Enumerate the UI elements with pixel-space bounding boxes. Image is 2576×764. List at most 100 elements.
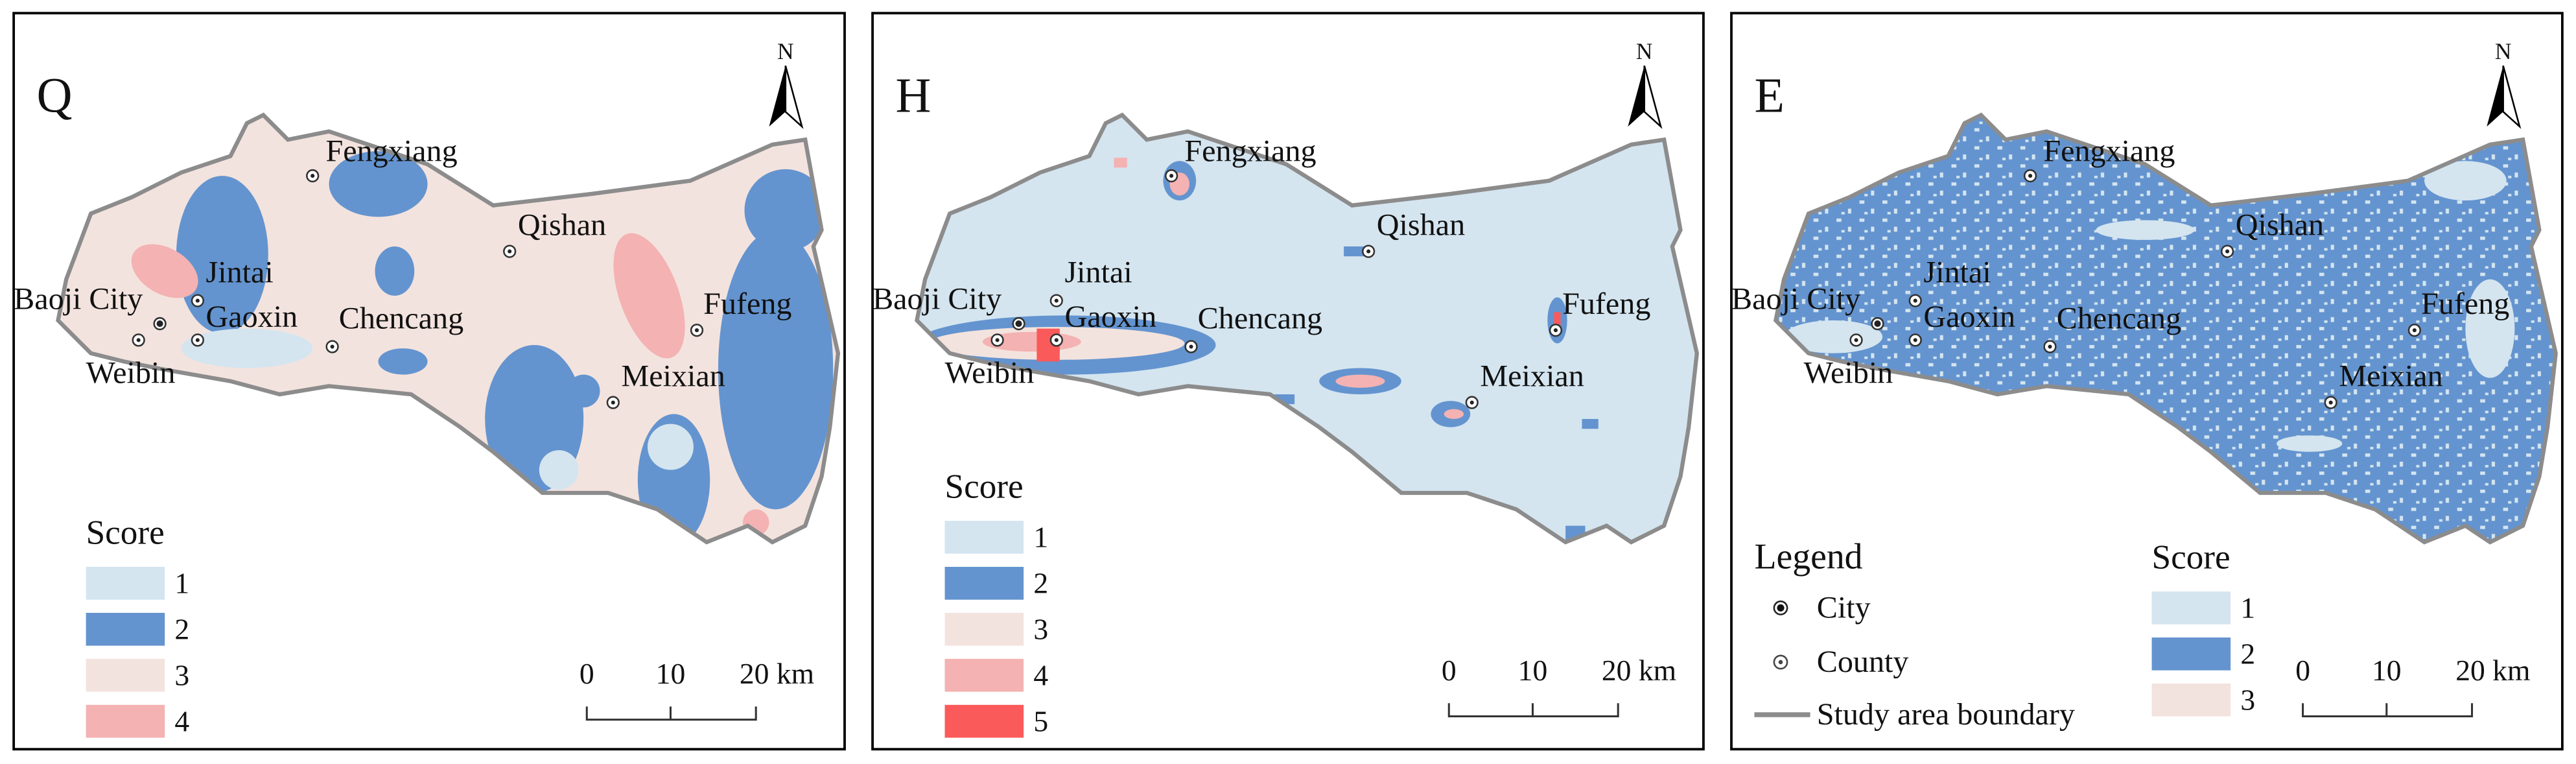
- score-zones: [1775, 115, 2556, 542]
- study-area-boundary: [915, 112, 1700, 545]
- legend-label: County: [1817, 645, 1909, 679]
- score-zone: [1582, 419, 1598, 429]
- score-zone: [613, 233, 685, 359]
- score-zone: [539, 450, 579, 490]
- marker-dot: [310, 174, 315, 178]
- marker-dot: [611, 400, 615, 405]
- legend-swatch: [86, 658, 165, 692]
- panel-letter: E: [1754, 68, 1784, 123]
- scale-label: 0: [1442, 654, 1457, 687]
- score-zone: [131, 244, 198, 298]
- marker-dot: [195, 338, 200, 342]
- study-area-boundary: [1773, 112, 2558, 545]
- score-zone: [1784, 320, 1883, 353]
- marker-dot: [1874, 320, 1881, 328]
- place-label: Fengxiang: [325, 134, 457, 168]
- legend-swatch: [944, 658, 1024, 692]
- legend-label: 1: [2240, 591, 2255, 625]
- score-zone: [567, 374, 600, 408]
- place-label: Chencang: [339, 302, 463, 336]
- place-label: Jintai: [1064, 256, 1132, 290]
- legend-title: Score: [86, 514, 165, 552]
- marker-dot: [195, 298, 200, 303]
- scale-label: 0: [580, 657, 594, 690]
- legend-label: 3: [2240, 683, 2255, 716]
- legend-swatch: [944, 612, 1024, 646]
- score-zone: [375, 246, 415, 296]
- marker-dot: [995, 338, 1000, 342]
- marker-dot: [1054, 338, 1059, 342]
- scale-label: 20 km: [2455, 654, 2530, 687]
- marker-dot: [1469, 400, 1474, 405]
- legend-swatch: [86, 567, 165, 600]
- legend-label: 4: [1033, 658, 1048, 691]
- marker-dot: [2028, 174, 2033, 178]
- place-label: Fufeng: [1562, 287, 1650, 321]
- marker-dot: [156, 320, 163, 328]
- place-label: Baoji City: [1731, 281, 1860, 316]
- score-zone: [2424, 161, 2507, 201]
- legend-swatch: [2151, 683, 2231, 717]
- place-label: Meixian: [1480, 359, 1584, 393]
- legend-title: Legend: [1754, 537, 1862, 577]
- legend-label: 2: [174, 612, 189, 645]
- legend-label: 2: [1033, 567, 1048, 600]
- panel-frame: [1730, 12, 2564, 751]
- score-zone: [1554, 312, 1561, 326]
- panel-letter: H: [896, 68, 931, 123]
- place-label: Chencang: [2057, 302, 2181, 336]
- marker-dot: [1366, 249, 1371, 254]
- north-label: N: [2495, 38, 2512, 64]
- texture: [1775, 115, 2556, 542]
- place-label: Meixian: [621, 359, 725, 393]
- score-zone: [2096, 220, 2195, 240]
- score-zones: [131, 151, 834, 542]
- marker-dot: [136, 338, 141, 342]
- place-label: Fufeng: [2421, 287, 2509, 321]
- scale-bar: [1447, 703, 1619, 718]
- legend-label: 5: [1033, 704, 1048, 737]
- marker-dot: [1054, 298, 1059, 303]
- marker-dot: [2225, 249, 2230, 254]
- study-area-boundary: [56, 112, 841, 545]
- place-label: Weibin: [86, 355, 176, 390]
- score-zone: [176, 176, 268, 334]
- panel-frame: [871, 12, 1705, 751]
- place-label: Meixian: [2339, 359, 2442, 393]
- place-label: Baoji City: [14, 281, 143, 316]
- score-zone: [181, 328, 313, 368]
- place-label: Qishan: [518, 208, 606, 242]
- north-arrow: [784, 66, 804, 129]
- marker-dot: [508, 249, 512, 254]
- legend-label: City: [1817, 591, 1871, 625]
- marker-dot: [1854, 338, 1858, 342]
- place-label: Fufeng: [703, 287, 791, 321]
- legend-label: 4: [174, 704, 189, 737]
- marker-dot: [2048, 344, 2052, 349]
- score-zone: [1335, 374, 1385, 388]
- north-arrow: [769, 66, 786, 127]
- map-panel: Baoji City Weibin Jintai Gaoxin Chencang Feng…: [14, 112, 841, 545]
- score-zone: [2465, 279, 2515, 378]
- legend-label: 2: [2240, 637, 2255, 670]
- place-label: Qishan: [2236, 208, 2324, 242]
- legend-label: 3: [174, 658, 189, 691]
- north-label: N: [1636, 38, 1653, 64]
- legend-label: Study area boundary: [1817, 697, 2075, 732]
- legend-label: 3: [1033, 612, 1048, 645]
- place-label: Gaoxin: [206, 300, 298, 334]
- place-label: Gaoxin: [1064, 300, 1156, 334]
- legend-swatch: [944, 704, 1024, 738]
- scale-label: 20 km: [1602, 654, 1676, 687]
- place-label: Qishan: [1377, 208, 1465, 242]
- legend-title: Score: [945, 468, 1024, 506]
- scale-label: 20 km: [740, 657, 814, 690]
- city-symbol-dot: [1777, 604, 1785, 612]
- marker-dot: [1169, 174, 1174, 178]
- scale-label: 0: [2295, 654, 2310, 687]
- panel-frame: [12, 12, 846, 751]
- map-panel: Baoji City Weibin Jintai Gaoxin Chencang Feng…: [1731, 112, 2558, 545]
- score-zone: [329, 151, 428, 217]
- place-label: Fengxiang: [1184, 134, 1316, 168]
